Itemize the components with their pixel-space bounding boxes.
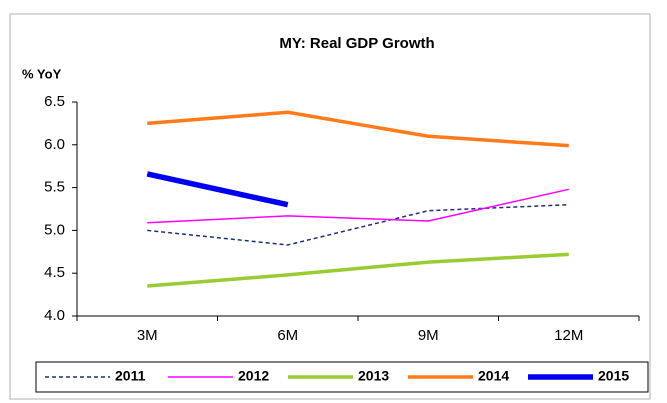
- y-tick-label: 6.5: [44, 93, 65, 110]
- series-line: [147, 110, 569, 148]
- legend-label: 2014: [478, 368, 509, 384]
- y-tick-label: 6.0: [44, 136, 65, 153]
- legend-label: 2012: [238, 368, 269, 384]
- legend-label: 2013: [358, 368, 389, 384]
- y-tick-label: 4.0: [44, 307, 65, 324]
- y-tick-label: 5.5: [44, 179, 65, 196]
- x-tick-label: 12M: [554, 327, 583, 344]
- x-tick-label: 3M: [137, 327, 158, 344]
- legend-box: [35, 361, 649, 393]
- series-line: [147, 188, 569, 224]
- chart-title: MY: Real GDP Growth: [279, 35, 434, 52]
- x-tick-label: 9M: [418, 327, 439, 344]
- y-tick-label: 4.5: [44, 264, 65, 281]
- series-line: [147, 203, 569, 246]
- series-line: [146, 171, 289, 208]
- y-axis-label: % YoY: [22, 66, 62, 81]
- legend-label: 2011: [115, 368, 146, 384]
- y-tick-label: 5.0: [44, 221, 65, 238]
- x-tick-label: 6M: [277, 327, 298, 344]
- legend-label: 2015: [598, 368, 629, 384]
- series-line: [147, 252, 569, 288]
